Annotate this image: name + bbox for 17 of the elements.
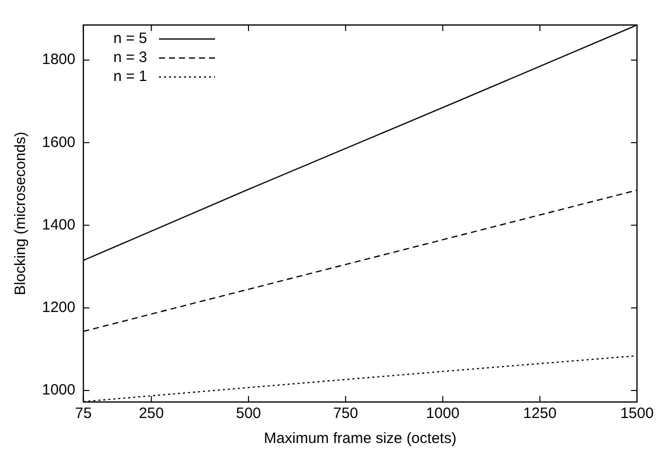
y-tick-label: 1400: [42, 216, 76, 234]
x-tick-label: 250: [138, 405, 164, 422]
x-tick-label: 75: [75, 405, 92, 422]
x-tick-label: 1500: [620, 405, 654, 422]
y-tick-label: 1200: [42, 298, 76, 316]
legend-label: n = 5: [113, 29, 148, 48]
y-axis-title: Blocking (microseconds): [12, 132, 30, 296]
x-tick-label: 500: [236, 405, 262, 422]
y-tick-label: 1800: [42, 51, 76, 68]
legend-label: n = 3: [113, 48, 148, 67]
y-tick-label: 1600: [42, 134, 76, 151]
x-tick-label: 1250: [523, 405, 557, 422]
x-tick-label: 750: [333, 405, 358, 422]
x-tick-label: 1000: [426, 405, 460, 422]
x-axis-title: Maximum frame size (octets): [264, 430, 456, 448]
legend-label: n = 1: [113, 67, 148, 86]
y-tick-label: 1000: [42, 382, 76, 399]
